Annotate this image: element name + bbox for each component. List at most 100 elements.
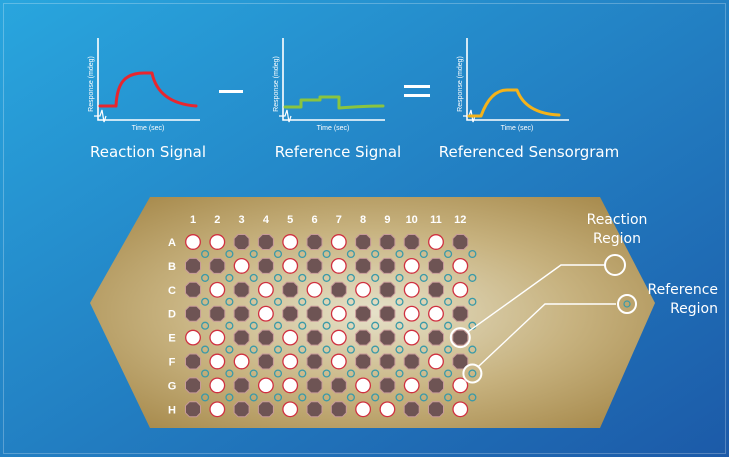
reaction-well-filled: [403, 353, 420, 370]
reference-well: [468, 393, 477, 402]
reference-well: [201, 393, 210, 402]
plot-2: Response (mdeg) Time (sec) Reference Signa…: [273, 38, 401, 161]
plot-xlabel: Time (sec): [132, 125, 165, 132]
plot-ylabel: Response (mdeg): [88, 56, 95, 112]
reference-well: [346, 273, 355, 282]
reference-well: [322, 369, 331, 378]
column-label: 9: [384, 214, 390, 226]
reference-well: [419, 249, 428, 259]
reaction-leader-line: [467, 264, 605, 333]
column-label: 3: [239, 214, 245, 226]
injection-spike: [463, 109, 476, 123]
reference-well: [444, 393, 453, 402]
reaction-well-filled: [306, 329, 323, 346]
reaction-well: [403, 377, 420, 394]
reaction-well-filled: [330, 281, 347, 298]
plot-ylabel: Response (mdeg): [457, 56, 464, 112]
column-label: 5: [287, 214, 293, 226]
reaction-well-filled: [428, 401, 444, 418]
reaction-highlight-ring: [449, 327, 471, 349]
reference-well: [249, 297, 258, 306]
reaction-well: [282, 329, 299, 346]
reaction-well-filled: [233, 234, 250, 250]
reaction-well: [403, 329, 420, 346]
column-label: 11: [430, 214, 442, 226]
plot-1: Response (mdeg) Time (sec) Reaction Signal: [88, 38, 206, 161]
reference-well: [225, 297, 234, 306]
reaction-well-filled: [306, 377, 323, 394]
equals-sign-bottom: [404, 94, 430, 97]
reaction-well: [355, 377, 372, 394]
reaction-well: [403, 257, 420, 274]
reaction-well-filled: [185, 353, 201, 370]
reaction-well: [209, 401, 226, 418]
reference-well: [225, 249, 234, 259]
reaction-well: [330, 234, 347, 250]
column-label: 2: [214, 214, 220, 226]
reference-well: [273, 273, 283, 282]
plot-axes: [282, 38, 385, 121]
reference-well: [249, 321, 258, 330]
reference-well: [322, 321, 331, 330]
reference-well: [395, 345, 404, 354]
reference-well: [298, 369, 307, 378]
reaction-well: [452, 281, 469, 298]
reaction-well-filled: [379, 281, 396, 298]
reference-well: [371, 273, 380, 282]
row-label: D: [168, 309, 176, 321]
column-label: 10: [406, 214, 418, 226]
reaction-well-filled: [233, 281, 250, 298]
reaction-well-filled: [306, 305, 323, 322]
row-label: A: [168, 237, 176, 249]
reference-well: [298, 345, 307, 354]
reference-well: [468, 273, 477, 282]
reference-well: [273, 249, 283, 259]
reference-well: [468, 249, 477, 259]
reference-well: [395, 321, 404, 330]
reaction-well-filled: [330, 401, 347, 418]
reaction-well: [428, 234, 444, 250]
reference-well: [322, 345, 331, 354]
reference-well: [298, 273, 307, 282]
reference-well: [346, 369, 355, 378]
reference-well: [419, 321, 428, 330]
referenced-sensorgram-curve: [467, 88, 561, 118]
plot-xlabel: Time (sec): [317, 125, 350, 132]
reaction-well: [306, 281, 323, 298]
reference-well: [395, 273, 404, 282]
reaction-well: [233, 257, 250, 274]
reference-well: [298, 249, 307, 259]
reference-well: [346, 393, 355, 402]
reference-well: [444, 321, 453, 330]
reference-well: [444, 273, 453, 282]
reference-well: [298, 393, 307, 402]
reaction-well-filled: [185, 257, 201, 274]
reaction-region-label: Reaction: [587, 212, 648, 228]
reaction-well: [282, 234, 299, 250]
plot-3: Response (mdeg) Time (sec) Referenced Sens…: [439, 38, 619, 161]
reaction-well: [282, 353, 299, 370]
reference-well: [273, 393, 283, 402]
injection-spike: [94, 109, 107, 123]
plot-ylabel: Response (mdeg): [273, 56, 280, 112]
reaction-well-filled: [355, 257, 372, 274]
reaction-well-filled: [330, 377, 347, 394]
reaction-well-filled: [428, 329, 444, 346]
reaction-well: [428, 353, 444, 370]
reference-well: [201, 273, 210, 282]
reference-well: [346, 345, 355, 354]
reaction-well-filled: [428, 257, 444, 274]
region-callouts: Reaction Region Reference Region: [449, 212, 718, 384]
reaction-well-filled: [209, 305, 226, 322]
reference-callout-well: [623, 300, 631, 308]
reaction-well-filled: [257, 353, 274, 370]
reaction-well-filled: [185, 377, 201, 394]
injection-spike: [279, 109, 292, 123]
reference-well: [444, 369, 453, 378]
reaction-well-filled: [452, 305, 469, 322]
reaction-well-filled: [233, 329, 250, 346]
reaction-signal-curve: [98, 71, 198, 108]
reference-well: [201, 369, 210, 378]
reference-highlight-ring: [462, 363, 483, 384]
